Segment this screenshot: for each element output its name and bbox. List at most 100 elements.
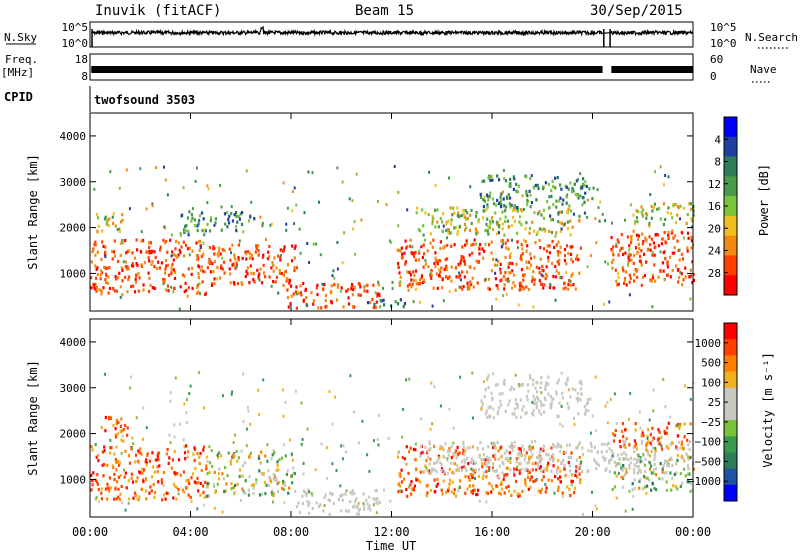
- data-cell: [540, 391, 543, 395]
- nave-bottom-tick: 0: [710, 70, 717, 83]
- data-cell: [104, 429, 107, 433]
- data-cell: [515, 415, 518, 419]
- data-cell: [149, 241, 153, 245]
- data-cell: [551, 218, 554, 222]
- data-cell: [241, 256, 244, 260]
- data-cell: [558, 401, 561, 405]
- data-cell: [199, 244, 202, 248]
- data-cell: [522, 405, 525, 409]
- data-cell: [672, 484, 675, 488]
- data-cell: [195, 253, 198, 258]
- data-cell: [369, 300, 372, 305]
- data-cell: [621, 266, 624, 270]
- data-cell: [529, 263, 532, 267]
- data-cell: [569, 219, 572, 223]
- x-tick-label: 00:00: [675, 525, 711, 539]
- data-cell: [90, 260, 93, 264]
- data-cell: [689, 274, 692, 278]
- data-cell: [279, 258, 282, 262]
- data-cell: [436, 458, 439, 463]
- data-cell: [468, 484, 471, 488]
- data-cell: [283, 443, 286, 447]
- data-cell: [486, 203, 489, 207]
- data-cell: [574, 473, 577, 477]
- data-cell: [464, 243, 467, 247]
- data-cell: [663, 231, 666, 235]
- data-cell: [293, 256, 296, 260]
- data-cell: [475, 492, 478, 497]
- data-cell: [117, 420, 120, 425]
- data-cell: [117, 259, 120, 264]
- data-cell: [295, 292, 298, 296]
- data-cell: [568, 488, 571, 492]
- data-cell: [355, 172, 358, 176]
- data-cell: [485, 222, 488, 227]
- data-cell: [124, 449, 127, 453]
- data-cell: [445, 268, 448, 272]
- data-cell: [246, 272, 249, 276]
- data-cell: [553, 491, 556, 495]
- data-cell: [262, 271, 266, 275]
- data-cell: [462, 445, 465, 449]
- data-cell: [444, 442, 447, 446]
- data-cell: [648, 461, 651, 465]
- data-cell: [405, 462, 408, 466]
- data-cell: [462, 465, 465, 469]
- data-cell: [511, 262, 514, 266]
- data-cell: [289, 302, 292, 306]
- data-cell: [139, 447, 142, 451]
- data-cell: [227, 217, 230, 222]
- data-cell: [686, 246, 689, 250]
- colorbar-swatch: [724, 156, 737, 177]
- data-cell: [496, 174, 499, 178]
- data-cell: [135, 238, 138, 242]
- data-cell: [544, 388, 547, 392]
- data-cell: [450, 265, 453, 269]
- data-cell: [242, 372, 245, 376]
- data-cell: [103, 253, 107, 257]
- data-cell: [615, 244, 618, 248]
- data-cell: [681, 257, 684, 261]
- data-cell: [492, 372, 495, 376]
- data-cell: [378, 293, 381, 297]
- data-cell: [431, 422, 434, 426]
- data-cell: [652, 409, 655, 413]
- data-cell: [213, 484, 216, 488]
- data-cell: [318, 200, 320, 204]
- data-cell: [667, 233, 670, 237]
- data-cell: [175, 497, 178, 501]
- data-cell: [213, 260, 216, 264]
- data-cell: [674, 485, 678, 489]
- data-cell: [578, 441, 581, 445]
- data-cell: [400, 489, 403, 493]
- data-cell: [191, 249, 194, 253]
- data-cell: [677, 206, 680, 210]
- data-cell: [644, 236, 647, 240]
- data-cell: [543, 410, 546, 414]
- data-cell: [540, 381, 543, 385]
- data-cell: [473, 266, 476, 270]
- data-cell: [654, 170, 656, 174]
- data-cell: [193, 459, 196, 463]
- data-cell: [500, 205, 503, 209]
- data-cell: [305, 492, 308, 496]
- data-cell: [435, 484, 438, 488]
- data-cell: [339, 484, 342, 488]
- data-cell: [467, 462, 470, 466]
- data-cell: [497, 221, 500, 225]
- data-cell: [465, 239, 468, 243]
- data-cell: [681, 481, 684, 485]
- data-cell: [410, 480, 413, 484]
- data-cell: [479, 243, 482, 247]
- data-cell: [495, 232, 499, 236]
- data-cell: [260, 472, 263, 476]
- colorbar-tick-label: −500: [695, 455, 722, 468]
- data-cell: [112, 466, 115, 470]
- data-cell: [653, 455, 656, 459]
- data-cell: [539, 282, 543, 286]
- data-cell: [117, 432, 120, 436]
- data-cell: [506, 219, 510, 223]
- data-cell: [445, 490, 448, 495]
- data-cell: [178, 307, 181, 311]
- data-cell: [326, 476, 329, 480]
